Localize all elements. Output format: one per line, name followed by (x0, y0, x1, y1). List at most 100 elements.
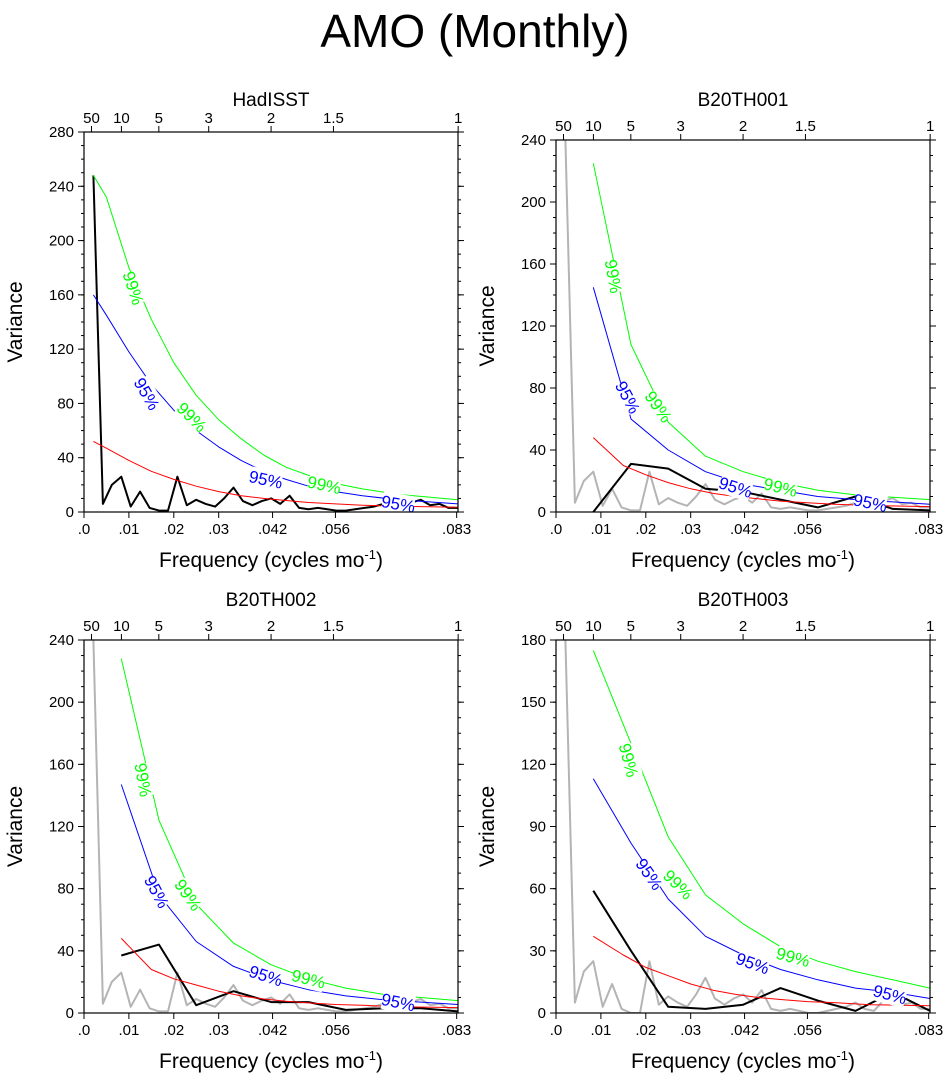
annotation-bg (600, 258, 627, 294)
x-tick-label: .02 (635, 521, 656, 538)
period-tick-label: 1 (926, 118, 934, 135)
y-tick-label: 200 (49, 233, 74, 250)
annotation-bg (775, 943, 812, 971)
annotation-bg (118, 269, 148, 307)
annotation-bg (130, 375, 164, 413)
x-tick-label: .042 (258, 1022, 287, 1039)
chart-panel-1: 99%95%99%95% 99%95%04080120160200240280.0… (4, 90, 471, 572)
x-tick-label: .03 (208, 521, 229, 538)
y-tick-label: 200 (521, 194, 546, 211)
annotation-bg (247, 961, 285, 991)
series-line-99% (592, 163, 930, 501)
annotation-label-0: 99% (130, 762, 155, 799)
period-tick-label: 50 (83, 618, 100, 635)
y-tick-label: 150 (521, 694, 546, 711)
series-group (92, 175, 458, 512)
series-group (564, 140, 930, 512)
period-tick-label: 2 (267, 110, 275, 127)
chart-panel-4: 99%95%99%95% 99%95%0306090120150180.0.01.… (476, 590, 943, 1073)
annotation-bg (659, 866, 697, 903)
x-tick-label: .083 (914, 521, 943, 538)
x-axis-title-close: ) (376, 549, 383, 572)
x-tick-label: .02 (163, 521, 184, 538)
period-tick-label: 3 (205, 110, 213, 127)
period-tick-label: 5 (627, 118, 635, 135)
x-tick-label: .056 (793, 521, 822, 538)
y-tick-label: 80 (57, 395, 74, 412)
annotation-bg (290, 965, 327, 993)
y-tick-label: 60 (529, 881, 546, 898)
y-tick-label: 200 (49, 694, 74, 711)
annotation-bg (140, 872, 174, 911)
series-line-obs-reference (564, 640, 930, 1013)
annotation-label-0: 99% (615, 741, 642, 779)
x-tick-label: .056 (321, 521, 350, 538)
x-tick-label: .083 (914, 1022, 943, 1039)
series-line-obs-reference (564, 140, 930, 512)
plot-frame (83, 639, 459, 1014)
x-tick-label: .0 (550, 1022, 563, 1039)
series-group (92, 640, 458, 1013)
x-tick-label: .02 (163, 1022, 184, 1039)
x-axis-title-main: Frequency (cycles mo (159, 1050, 364, 1073)
series-line-model (592, 890, 930, 1012)
period-tick-label: 1.5 (323, 110, 344, 127)
annotation-label-4: 99% (290, 966, 328, 993)
annotation-label-3: 95% (247, 467, 284, 493)
period-tick-label: 1 (926, 618, 934, 635)
series-line-obs-reference (92, 640, 458, 1013)
y-tick-label: 90 (529, 819, 546, 836)
y-tick-label: 0 (66, 504, 74, 521)
annotation-bg (871, 980, 909, 1009)
series-line-99% (120, 658, 458, 1002)
series-line-99% (592, 650, 930, 989)
panel-title: HadISST (232, 90, 309, 111)
period-tick-label: 10 (585, 618, 602, 635)
x-tick-label: .083 (442, 1022, 471, 1039)
period-tick-label: 1.5 (795, 118, 816, 135)
x-tick-label: .0 (78, 1022, 91, 1039)
annotation-bg (248, 466, 284, 493)
x-axis-title-superscript: -1 (836, 547, 848, 562)
annotation-label-3: 95% (733, 949, 771, 978)
panel-title: B20TH001 (698, 90, 789, 111)
panel-title: B20TH002 (226, 590, 317, 611)
y-axis-title: Variance (476, 786, 499, 867)
chart-panel-2: 99%95%99%95% 99%95%04080120160200240.0.01… (476, 90, 943, 572)
y-tick-label: 180 (521, 632, 546, 649)
y-tick-label: 160 (49, 756, 74, 773)
x-tick-label: .03 (208, 1022, 229, 1039)
y-tick-label: 120 (521, 756, 546, 773)
y-tick-label: 240 (521, 132, 546, 149)
figure-title: AMO (Monthly) (320, 5, 630, 57)
period-tick-label: 5 (627, 618, 635, 635)
annotation-bg (632, 855, 667, 894)
period-tick-label: 3 (205, 618, 213, 635)
y-tick-label: 120 (521, 318, 546, 335)
annotation-bg (306, 471, 342, 498)
x-tick-label: .083 (442, 521, 471, 538)
annotation-bg (640, 387, 676, 426)
annotation-label-1: 95% (130, 375, 163, 414)
x-axis-title: Frequency (cycles mo-1) (631, 547, 855, 572)
annotation-bg (611, 378, 645, 417)
plot-frame (555, 139, 931, 513)
x-axis-title: Frequency (cycles mo-1) (159, 1048, 383, 1073)
annotation-bg (762, 473, 799, 501)
x-tick-label: .01 (118, 1022, 139, 1039)
period-tick-label: 5 (155, 110, 163, 127)
y-tick-label: 0 (538, 1005, 546, 1022)
x-tick-label: .02 (635, 1022, 656, 1039)
annotation-label-3: 95% (716, 473, 754, 502)
annotation-label-0: 99% (119, 269, 148, 307)
x-tick-label: .03 (680, 1022, 701, 1039)
period-tick-label: 50 (555, 118, 572, 135)
y-axis-title: Variance (4, 281, 27, 362)
y-tick-label: 120 (49, 819, 74, 836)
x-axis-title-close: ) (848, 549, 855, 572)
series-line-red-noise (593, 935, 930, 1007)
x-axis-title: Frequency (cycles mo-1) (159, 547, 383, 572)
annotation-bg (173, 398, 211, 436)
series-line-99% (92, 175, 458, 501)
